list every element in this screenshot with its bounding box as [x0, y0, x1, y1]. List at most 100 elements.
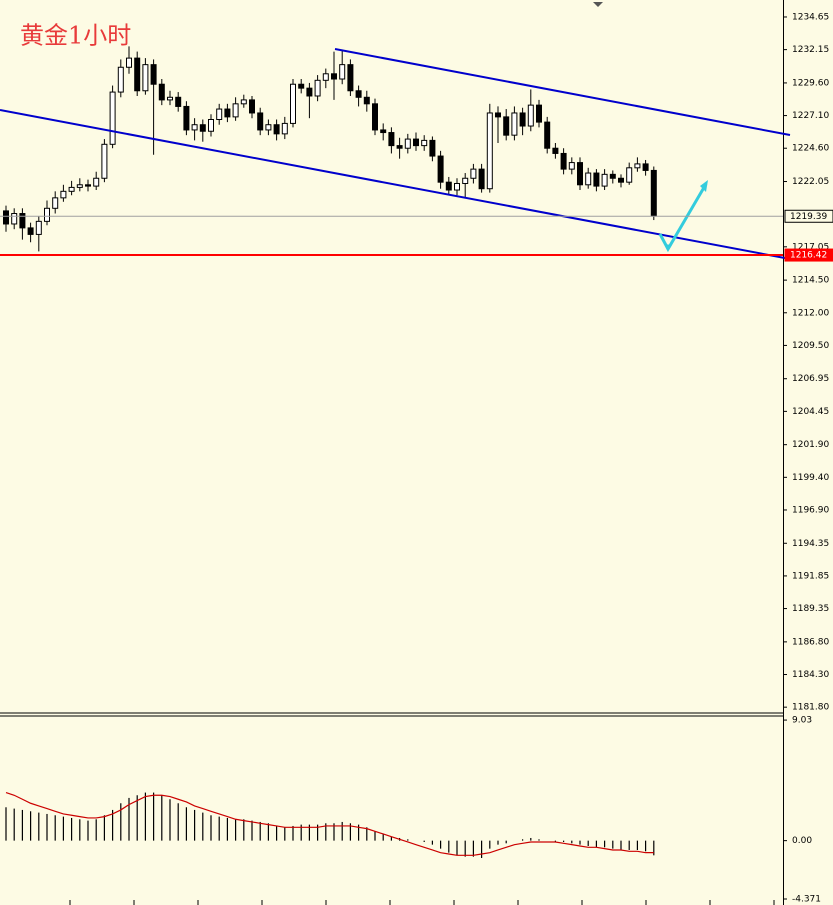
y-tick-label: 1222.05	[792, 177, 829, 187]
price-label-box	[784, 248, 833, 262]
chart-title: 黄金1小时	[20, 22, 131, 50]
y-tick-label: 1212.00	[792, 308, 829, 318]
trend-line	[334, 48, 791, 136]
candle-body	[126, 57, 132, 68]
candle-body	[306, 87, 313, 97]
candle-body	[76, 184, 83, 188]
candle-body	[650, 169, 657, 217]
candle-body	[331, 73, 337, 80]
candle-body	[577, 162, 583, 186]
price-label-box	[784, 209, 833, 223]
y-tick-label: 1224.60	[792, 144, 829, 154]
y-tick-label: 1196.90	[792, 505, 829, 515]
candle-body	[240, 99, 247, 105]
candle-body	[568, 162, 575, 170]
candle-body	[396, 145, 403, 149]
signal-line	[5, 792, 654, 856]
candle-body	[101, 143, 108, 179]
y-tick-label: 1209.50	[792, 341, 829, 351]
price-label: 1219.39	[790, 212, 827, 222]
candle-body	[232, 103, 239, 118]
y-tick-label: 1227.10	[792, 111, 829, 121]
y-tick-label: 1214.50	[792, 276, 829, 286]
candle-body	[273, 124, 280, 135]
candle-body	[372, 103, 378, 131]
candle-body	[642, 163, 649, 171]
candle-body	[527, 104, 534, 127]
candle-body	[35, 220, 42, 235]
y-tick-label: 1201.90	[792, 440, 829, 450]
candle-body	[445, 181, 452, 191]
y-tick-label: 9.03	[792, 716, 812, 726]
candle-body	[552, 147, 559, 154]
trend-line	[0, 109, 791, 260]
y-tick-label: 1184.30	[792, 670, 829, 680]
candle-body	[601, 173, 608, 187]
candle-body	[355, 90, 362, 98]
candle-body	[470, 168, 477, 179]
candle-body	[478, 168, 485, 190]
candle-body	[167, 96, 173, 101]
y-tick-label: 1189.35	[792, 604, 829, 614]
candle-body	[421, 139, 428, 147]
candle-body	[150, 64, 157, 85]
candle-body	[109, 91, 116, 145]
candle-body	[183, 105, 190, 131]
candle-body	[585, 172, 592, 186]
candle-body	[216, 108, 223, 120]
candle-body	[519, 112, 526, 127]
y-tick-label: 1191.85	[792, 571, 829, 581]
y-tick-label: 1181.80	[792, 703, 829, 713]
candle-body	[511, 112, 518, 136]
candle-body	[3, 210, 9, 225]
candle-body	[134, 57, 141, 92]
shift-marker	[593, 2, 603, 7]
candle-body	[437, 155, 444, 183]
candle-body	[44, 207, 50, 222]
y-tick-label: 1229.60	[792, 78, 829, 88]
candle-body	[290, 83, 296, 124]
candle-body	[85, 184, 91, 187]
arrow-head	[664, 244, 672, 251]
candle-body	[486, 112, 493, 190]
candle-body	[363, 96, 370, 105]
candle-body	[117, 66, 124, 93]
candle-body	[544, 121, 551, 149]
candle-body	[281, 122, 288, 135]
candle-body	[413, 138, 419, 147]
y-tick-label: 1204.45	[792, 407, 829, 417]
candle-body	[634, 163, 641, 169]
arrow-head	[700, 180, 708, 192]
candle-body	[609, 173, 616, 179]
candle-body	[536, 104, 542, 123]
candle-body	[454, 182, 460, 191]
candle-body	[52, 197, 59, 209]
candle-body	[593, 172, 600, 187]
candle-body	[142, 64, 149, 92]
candle-body	[68, 186, 75, 192]
candle-body	[462, 177, 469, 184]
y-tick-label: 0.00	[792, 836, 812, 846]
candle-body	[626, 167, 633, 183]
candle-body	[199, 124, 206, 132]
candle-body	[11, 213, 18, 225]
y-tick-label: 1194.35	[792, 539, 829, 549]
candle-body	[208, 118, 214, 132]
candle-body	[158, 83, 165, 101]
candle-body	[560, 152, 567, 170]
candle-body	[314, 79, 321, 97]
y-tick-label: 1199.40	[792, 473, 829, 483]
candle-body	[175, 96, 182, 107]
y-tick-label: 1234.65	[792, 12, 829, 22]
candle-body	[298, 83, 305, 89]
y-tick-label: 1186.80	[792, 637, 829, 647]
y-tick-label: 1206.95	[792, 374, 829, 384]
y-tick-label: 1217.05	[792, 242, 829, 252]
candle-body	[618, 177, 624, 183]
candle-body	[60, 190, 67, 199]
candle-body	[503, 116, 510, 136]
candle-body	[224, 108, 231, 118]
candle-body	[257, 112, 264, 131]
